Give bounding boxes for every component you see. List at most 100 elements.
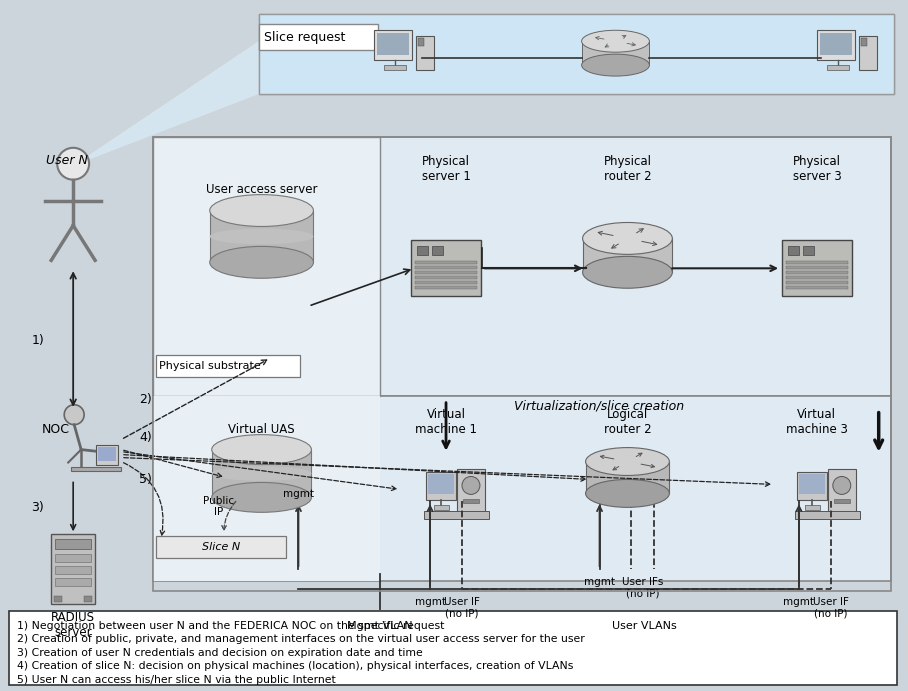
Bar <box>55 554 91 562</box>
Bar <box>786 281 848 284</box>
Bar <box>415 286 477 290</box>
Bar <box>786 261 848 265</box>
Text: 3): 3) <box>31 501 44 514</box>
Bar <box>583 238 672 272</box>
Text: 1) Negotiation between user N and the FEDERICA NOC on the specific request: 1) Negotiation between user N and the FE… <box>17 621 445 631</box>
Text: User VLANs: User VLANs <box>612 621 676 631</box>
Bar <box>861 38 867 46</box>
Bar <box>558 137 697 525</box>
Circle shape <box>57 148 89 180</box>
Bar <box>859 36 877 70</box>
Bar <box>797 473 827 500</box>
Bar <box>827 65 849 70</box>
Text: RADIUS
server: RADIUS server <box>51 611 95 639</box>
Ellipse shape <box>583 223 672 254</box>
Ellipse shape <box>210 195 313 227</box>
Bar <box>84 596 92 602</box>
Bar <box>415 272 477 274</box>
Text: 4) Creation of slice N: decision on physical machines (location), physical inter: 4) Creation of slice N: decision on phys… <box>17 661 574 671</box>
Bar <box>820 33 852 55</box>
Text: User IF
(no IP): User IF (no IP) <box>444 597 480 618</box>
Bar <box>415 266 477 269</box>
Polygon shape <box>74 41 259 166</box>
Text: mgmt: mgmt <box>283 489 314 500</box>
Circle shape <box>833 477 851 494</box>
Bar <box>415 276 477 279</box>
Bar <box>418 38 424 46</box>
Bar <box>55 578 91 586</box>
Bar <box>782 240 852 296</box>
Text: mgmt: mgmt <box>584 577 615 587</box>
Bar <box>743 137 891 525</box>
Bar <box>153 396 380 581</box>
Ellipse shape <box>582 30 649 53</box>
Bar <box>817 30 854 60</box>
Ellipse shape <box>210 247 313 278</box>
Bar <box>786 276 848 279</box>
Polygon shape <box>259 15 893 94</box>
Bar <box>417 247 428 256</box>
Bar <box>259 15 893 94</box>
Ellipse shape <box>586 448 669 475</box>
Bar <box>457 469 485 514</box>
Bar <box>411 240 481 296</box>
Text: 2): 2) <box>139 393 152 406</box>
Bar <box>156 355 301 377</box>
Bar <box>828 469 855 514</box>
Bar <box>212 450 311 498</box>
Bar <box>834 500 850 503</box>
Text: mgmt: mgmt <box>415 597 446 607</box>
Bar <box>426 473 456 500</box>
Text: 3) Creation of user N credentials and decision on expiration date and time: 3) Creation of user N credentials and de… <box>17 647 423 658</box>
Bar <box>786 266 848 269</box>
Text: mgmt: mgmt <box>784 597 814 607</box>
Bar <box>434 505 449 511</box>
Bar <box>55 539 91 549</box>
Text: User N: User N <box>46 154 88 167</box>
Text: NOC: NOC <box>41 423 69 436</box>
Bar <box>55 566 91 574</box>
Text: Slice request: Slice request <box>263 30 345 44</box>
Ellipse shape <box>586 480 669 507</box>
Circle shape <box>462 477 480 494</box>
Text: 1): 1) <box>31 334 44 346</box>
Text: Physical
server 1: Physical server 1 <box>421 155 470 183</box>
Bar <box>382 137 509 525</box>
Bar <box>51 534 95 604</box>
Text: Slice N: Slice N <box>202 542 240 552</box>
Bar <box>54 596 63 602</box>
Bar <box>377 33 410 55</box>
Bar <box>804 505 820 511</box>
Bar <box>463 500 479 503</box>
Ellipse shape <box>212 466 311 481</box>
Bar <box>259 24 379 50</box>
Bar <box>153 396 891 581</box>
Ellipse shape <box>212 482 311 512</box>
Ellipse shape <box>583 256 672 288</box>
Bar <box>582 41 649 65</box>
Bar <box>9 611 896 685</box>
Bar <box>210 211 313 263</box>
Bar <box>799 475 824 494</box>
Text: Physical
router 2: Physical router 2 <box>604 155 651 183</box>
Text: Physical
server 3: Physical server 3 <box>793 155 841 183</box>
Bar <box>416 36 434 70</box>
Bar <box>428 475 454 494</box>
Text: 5): 5) <box>139 473 152 486</box>
Text: Virtual
machine 1: Virtual machine 1 <box>415 408 477 435</box>
Text: 2) Creation of public, private, and management interfaces on the virtual user ac: 2) Creation of public, private, and mana… <box>17 634 585 644</box>
Text: User access server: User access server <box>206 182 317 196</box>
Text: Virtualization/slice creation: Virtualization/slice creation <box>515 399 685 413</box>
Text: Physical substrate: Physical substrate <box>159 361 261 371</box>
Text: Virtual
machine 3: Virtual machine 3 <box>786 408 848 435</box>
Ellipse shape <box>210 229 313 245</box>
Ellipse shape <box>212 435 311 464</box>
Bar <box>424 511 489 520</box>
Bar <box>794 511 860 520</box>
Text: Mgmt VLAN: Mgmt VLAN <box>348 621 413 631</box>
Bar <box>786 272 848 274</box>
Text: Virtual UAS: Virtual UAS <box>228 423 295 435</box>
Bar <box>374 30 412 60</box>
Bar <box>786 286 848 290</box>
Bar <box>153 137 891 591</box>
